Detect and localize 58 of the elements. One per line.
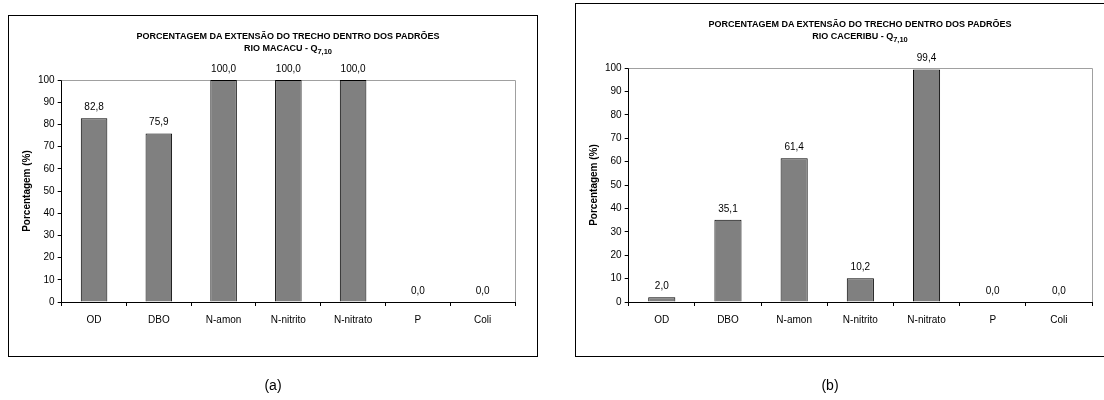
y-tick-label: 20 [43,251,56,263]
y-tick-label: 0 [616,295,623,307]
y-tick-label: 20 [610,248,623,260]
x-tick-label: DBO [717,313,740,325]
data-label: 100,0 [340,62,367,74]
data-label: 10,2 [850,260,871,272]
x-tick-label: OD [86,313,102,325]
chart-title: PORCENTAGEM DA EXTENSÃO DO TRECHO DENTRO DOS PADRÕES [135,30,441,42]
y-tick-label: 40 [610,201,623,213]
x-tick-label: N-nitrato [333,313,373,325]
y-tick-label: 80 [43,117,56,129]
chart-subtitle: RIO MACACU - Q$_{7,10}$ [242,42,334,58]
y-axis-title: Porcentagem (%) [587,143,599,226]
y-tick-label: 40 [43,206,56,218]
data-label: 0,0 [475,284,491,296]
text: (a) [263,377,283,393]
y-tick-label: 60 [43,162,56,174]
data-label: 82,8 [84,100,105,112]
x-tick-label: N-nitrato [907,313,947,325]
y-tick-label: 90 [43,95,56,107]
y-tick-label: 100 [605,61,623,73]
y-tick-label: 60 [610,155,623,167]
data-label: 2,0 [654,279,670,291]
data-label: 0,0 [1051,284,1067,296]
x-tick-label: N-nitrito [270,313,307,325]
chart-title: PORCENTAGEM DA EXTENSÃO DO TRECHO DENTRO DOS PADRÕES [707,18,1013,30]
data-label: 0,0 [410,284,426,296]
data-label: 0,0 [985,284,1001,296]
data-label: 100,0 [275,62,302,74]
data-label: 61,4 [784,140,805,152]
x-tick-label: P [989,313,997,325]
data-label: 35,1 [718,202,739,214]
x-tick-label: N-amon [205,313,242,325]
y-tick-label: 50 [610,178,623,190]
x-tick-label: DBO [147,313,170,325]
text: (b) [820,377,840,393]
y-tick-label: 50 [43,184,56,196]
y-tick-label: 100 [38,73,56,85]
data-label: 75,9 [149,116,169,128]
y-axis-title: Porcentagem (%) [20,149,32,232]
x-tick-label: P [414,313,422,325]
data-label: 100,0 [211,62,237,74]
x-tick-label: N-amon [776,313,812,325]
y-tick-label: 10 [610,272,623,284]
y-tick-label: 80 [610,108,623,120]
y-tick-label: 70 [610,131,623,143]
y-tick-label: 30 [610,225,623,237]
x-tick-label: Coli [474,313,492,325]
y-tick-label: 70 [43,140,56,152]
y-tick-label: 10 [43,273,56,285]
chart-subtitle: RIO CACERIBU - Q$_{7,10}$ [811,30,909,46]
y-tick-label: 30 [43,228,56,240]
data-label: 99,4 [916,51,937,63]
y-tick-label: 0 [49,295,56,307]
x-tick-label: Coli [1050,313,1068,325]
x-tick-label: OD [654,313,670,325]
x-tick-label: N-nitrito [842,313,879,325]
y-tick-label: 90 [610,84,623,96]
